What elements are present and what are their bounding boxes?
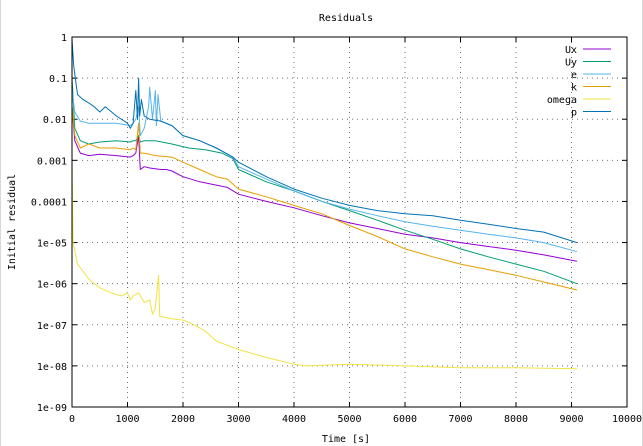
x-tick-label: 10000 (612, 414, 642, 425)
y-tick-label: 0.1 (49, 74, 67, 85)
x-tick-label: 8000 (504, 414, 528, 425)
plot-frame (71, 36, 628, 408)
window-edge-left (0, 0, 1, 446)
series-line-e (71, 86, 578, 253)
series-line-k (71, 106, 578, 291)
x-tick-label: 2000 (171, 414, 195, 425)
x-tick-label: 7000 (448, 414, 472, 425)
x-axis-label: Time [s] (322, 434, 370, 445)
y-tick-label: 1e-06 (37, 280, 67, 291)
x-tick-label: 9000 (559, 414, 583, 425)
series-line-p (71, 38, 578, 244)
series-lines (71, 38, 578, 370)
x-tick-label: 1000 (115, 414, 139, 425)
y-tick-label: 1e-08 (37, 362, 67, 373)
y-axis-label: Initial residual (7, 174, 18, 270)
chart-title: Residuals (319, 13, 373, 24)
series-line-omega (71, 160, 578, 370)
y-tick-label: 1e-09 (37, 403, 67, 414)
y-tick-label: 0.0001 (31, 197, 67, 208)
legend-label-Uy: Uy (565, 58, 577, 69)
y-tick-label: 1e-05 (37, 239, 67, 250)
series-line-Ux (71, 106, 578, 262)
y-tick-label: 0.001 (37, 156, 67, 167)
x-tick-label: 0 (69, 414, 75, 425)
legend-label-k: k (571, 83, 577, 94)
y-tick-label: 0.01 (43, 115, 67, 126)
x-tick-label: 4000 (282, 414, 306, 425)
legend-label-p: p (571, 108, 577, 119)
x-tick-label: 5000 (337, 414, 361, 425)
legend-label-Ux: Ux (565, 45, 577, 56)
series-line-Uy (71, 78, 578, 285)
legend-label-e: e (571, 70, 577, 81)
x-tick-label: 3000 (226, 414, 250, 425)
y-tick-label: 1 (61, 33, 67, 44)
y-tick-label: 1e-07 (37, 321, 67, 332)
x-tick-label: 6000 (393, 414, 417, 425)
ticks: 0 1000 2000 3000 4000 5000 6000 7000 8000 9000 100… (31, 33, 642, 425)
legend-label-omega: omega (547, 95, 577, 106)
